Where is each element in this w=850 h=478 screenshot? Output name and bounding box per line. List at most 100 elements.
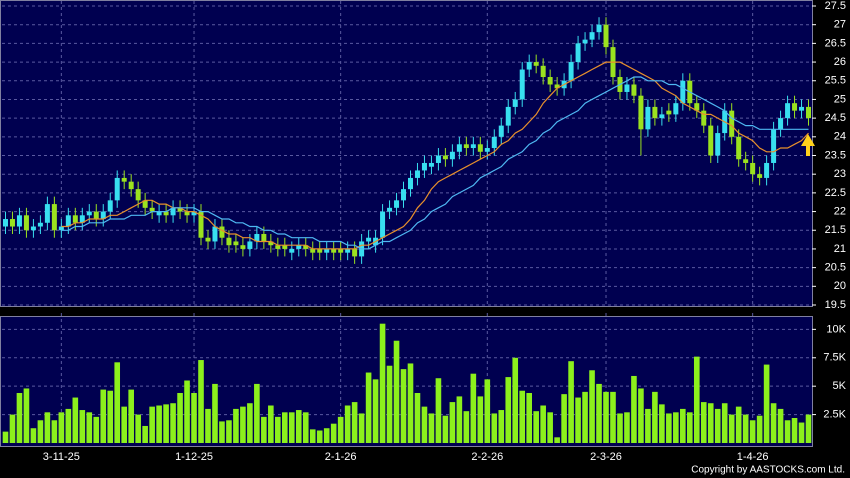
candle-body [666, 110, 672, 115]
candle-body [184, 211, 190, 216]
volume-bar [16, 393, 23, 443]
volume-bar [191, 393, 197, 443]
volume-bar [135, 414, 141, 443]
candle-body [428, 162, 434, 167]
volume-bar [666, 413, 672, 443]
volume-bar [700, 402, 707, 443]
volume-bar [449, 402, 456, 443]
y-tick-label: 21 [834, 243, 846, 255]
candle-body [771, 129, 777, 163]
candle-body [659, 114, 665, 119]
volume-bar [456, 396, 463, 443]
candle-body [582, 39, 588, 44]
volume-bar [707, 403, 714, 443]
volume-bar [379, 323, 386, 443]
candle-body [750, 162, 756, 175]
candle-body [512, 99, 518, 107]
candle-body [177, 207, 183, 212]
candle-body [463, 144, 469, 149]
volume-bar [589, 370, 595, 443]
volume-bar [575, 397, 581, 443]
candle-body [44, 204, 50, 223]
x-tick-label: 2-1-26 [325, 451, 357, 463]
volume-bar [44, 412, 51, 443]
volume-bar [519, 390, 526, 443]
volume-bar [37, 420, 44, 443]
candle-body [442, 155, 448, 160]
volume-bar [673, 412, 679, 443]
x-tick-label: 3-11-25 [43, 451, 80, 463]
y-tick-label: 23 [834, 168, 846, 180]
candle-body [51, 204, 57, 231]
candle-body [212, 226, 218, 242]
candle-body [491, 136, 497, 149]
volume-bar [638, 388, 644, 443]
candle-body [387, 207, 393, 212]
volume-bar [477, 396, 484, 443]
candle-body [296, 245, 302, 249]
volume-bar [533, 411, 539, 443]
volume-bar [344, 405, 351, 443]
candle-body [799, 106, 805, 111]
volume-bar [2, 431, 9, 443]
candle-body [505, 106, 511, 126]
candle-body [449, 151, 455, 160]
y-tick-label: 26 [834, 56, 846, 68]
candle-body [638, 95, 644, 130]
volume-bar [463, 411, 470, 443]
candle-body [324, 248, 330, 253]
candle-body [526, 62, 532, 70]
volume-bar [596, 383, 602, 443]
candle-body [205, 237, 211, 242]
candle-body [219, 226, 225, 238]
volume-bar [728, 414, 735, 443]
candle-body [58, 226, 64, 231]
candle-body [589, 32, 595, 40]
volume-bar [749, 420, 756, 443]
volume-bar [288, 412, 295, 443]
volume-bar [205, 408, 211, 443]
candle-body [303, 245, 309, 249]
volume-bar [72, 397, 79, 443]
candle-body [708, 125, 714, 156]
candle-body [142, 200, 148, 208]
volume-bar [198, 360, 204, 443]
y-tick-label: 23.5 [825, 149, 846, 161]
candle-body [65, 215, 71, 227]
volume-bar [798, 422, 805, 443]
candle-body [247, 241, 253, 249]
volume-bar [659, 404, 665, 443]
volume-bar [407, 363, 414, 443]
volume-bar [316, 430, 323, 443]
volume-bar [275, 416, 281, 443]
candle-body [757, 174, 763, 178]
candle-body [100, 211, 106, 220]
volume-bar [30, 428, 37, 443]
y-tick-label: 22 [834, 205, 846, 217]
volume-bar [295, 410, 302, 443]
x-tick-label: 1-4-26 [737, 451, 769, 463]
candle-body [233, 241, 239, 246]
volume-bar [51, 420, 58, 443]
volume-bar [142, 425, 148, 443]
candle-body [477, 144, 483, 152]
y-tick-label: 5K [833, 380, 847, 392]
candle-body [645, 106, 651, 130]
volume-bar [784, 420, 791, 443]
volume-bar [323, 428, 330, 443]
volume-bar [512, 357, 519, 443]
volume-bar [372, 379, 379, 443]
candle-body [673, 103, 679, 115]
volume-bar [177, 393, 183, 443]
volume-bar [498, 410, 505, 443]
candle-body [261, 233, 267, 242]
price-panel [0, 0, 813, 307]
volume-bar [791, 418, 798, 443]
volume-bar [226, 420, 232, 443]
volume-bar [756, 415, 763, 443]
volume-bar [470, 373, 477, 443]
candle-body [407, 177, 413, 190]
volume-bar [777, 408, 784, 443]
y-tick-label: 20 [834, 280, 846, 292]
volume-bar [254, 383, 260, 443]
